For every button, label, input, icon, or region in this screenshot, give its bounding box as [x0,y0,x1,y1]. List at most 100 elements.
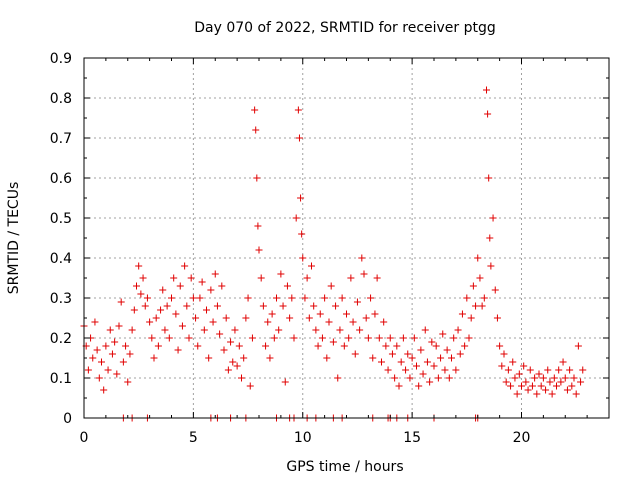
data-point [139,274,147,282]
data-point [524,386,532,394]
data-point [259,302,267,310]
data-point [391,374,399,382]
data-point [515,370,523,378]
data-point [275,326,283,334]
data-point [203,306,210,314]
data-point [423,358,431,366]
data-point [384,366,392,374]
data-point [531,374,539,382]
data-point [413,362,420,370]
data-point [141,302,149,310]
data-point [399,334,407,342]
data-point [196,294,204,302]
data-point [487,262,495,270]
y-tick-label: 0.5 [50,211,72,227]
data-point [535,370,543,378]
data-point [450,334,458,342]
y-tick-label: 0.6 [50,171,72,187]
data-point [113,370,121,378]
data-point [209,318,217,326]
data-point [528,382,536,390]
data-point [246,382,254,390]
data-point [216,330,224,338]
data-point [441,366,449,374]
data-point [305,314,313,322]
data-point [428,338,436,346]
data-point [277,270,285,278]
y-tick-label: 0 [63,411,72,427]
data-point [286,314,294,322]
data-point [298,230,306,238]
data-point [408,354,416,362]
chart-title: Day 070 of 2022, SRMTID for receiver ptg… [194,20,496,36]
data-point [264,318,272,326]
data-point [181,262,189,270]
data-point [353,298,361,306]
data-point [93,346,101,354]
data-point [327,282,335,290]
data-point [252,126,260,134]
x-tick-label: 20 [513,430,531,446]
data-point [555,366,563,374]
data-points [80,86,587,422]
data-point [415,382,423,390]
data-point [461,342,469,350]
data-point [229,358,237,366]
data-point [513,390,521,398]
data-point [570,374,578,382]
data-point [496,342,504,350]
data-point [292,214,300,222]
x-tick-label: 15 [403,430,421,446]
data-point [231,326,239,334]
data-point [133,282,140,290]
y-tick-label: 0.7 [50,131,72,147]
data-point [375,334,383,342]
data-point [143,294,151,302]
data-point [406,374,414,382]
data-point [509,358,517,366]
y-tick-label: 0.2 [50,331,72,347]
data-point [266,354,274,362]
y-tick-label: 0.8 [50,91,72,107]
data-point [542,386,550,394]
data-point [122,342,130,350]
data-point [189,294,197,302]
data-point [288,294,296,302]
data-point [469,282,477,290]
data-point [312,326,320,334]
data-point [356,326,364,334]
data-point [336,326,344,334]
data-point [378,358,385,366]
data-point [165,334,173,342]
data-point [200,326,208,334]
data-point [257,274,265,282]
data-point [526,366,534,374]
data-point [439,330,447,338]
data-point [198,278,206,286]
data-point [574,342,582,350]
data-point [253,174,261,182]
data-point [345,334,353,342]
data-point [176,282,184,290]
data-point [566,366,574,374]
data-point [485,174,493,182]
data-point [334,374,342,382]
data-point [268,310,276,318]
data-point [410,334,418,342]
y-axis-label: SRMTID / TECUs [6,182,22,295]
x-axis-tick-labels: 0 5 10 15 20 [80,430,531,446]
data-point [294,106,302,114]
data-point [511,374,519,382]
axis-ticks [83,57,609,419]
data-point [443,346,451,354]
data-point [299,254,307,262]
data-point [395,382,403,390]
y-tick-label: 0.3 [50,291,72,307]
data-point [148,334,156,342]
data-point [154,342,162,350]
data-point [222,314,230,322]
data-point [388,350,396,358]
data-point [194,342,202,350]
data-point [124,378,132,386]
